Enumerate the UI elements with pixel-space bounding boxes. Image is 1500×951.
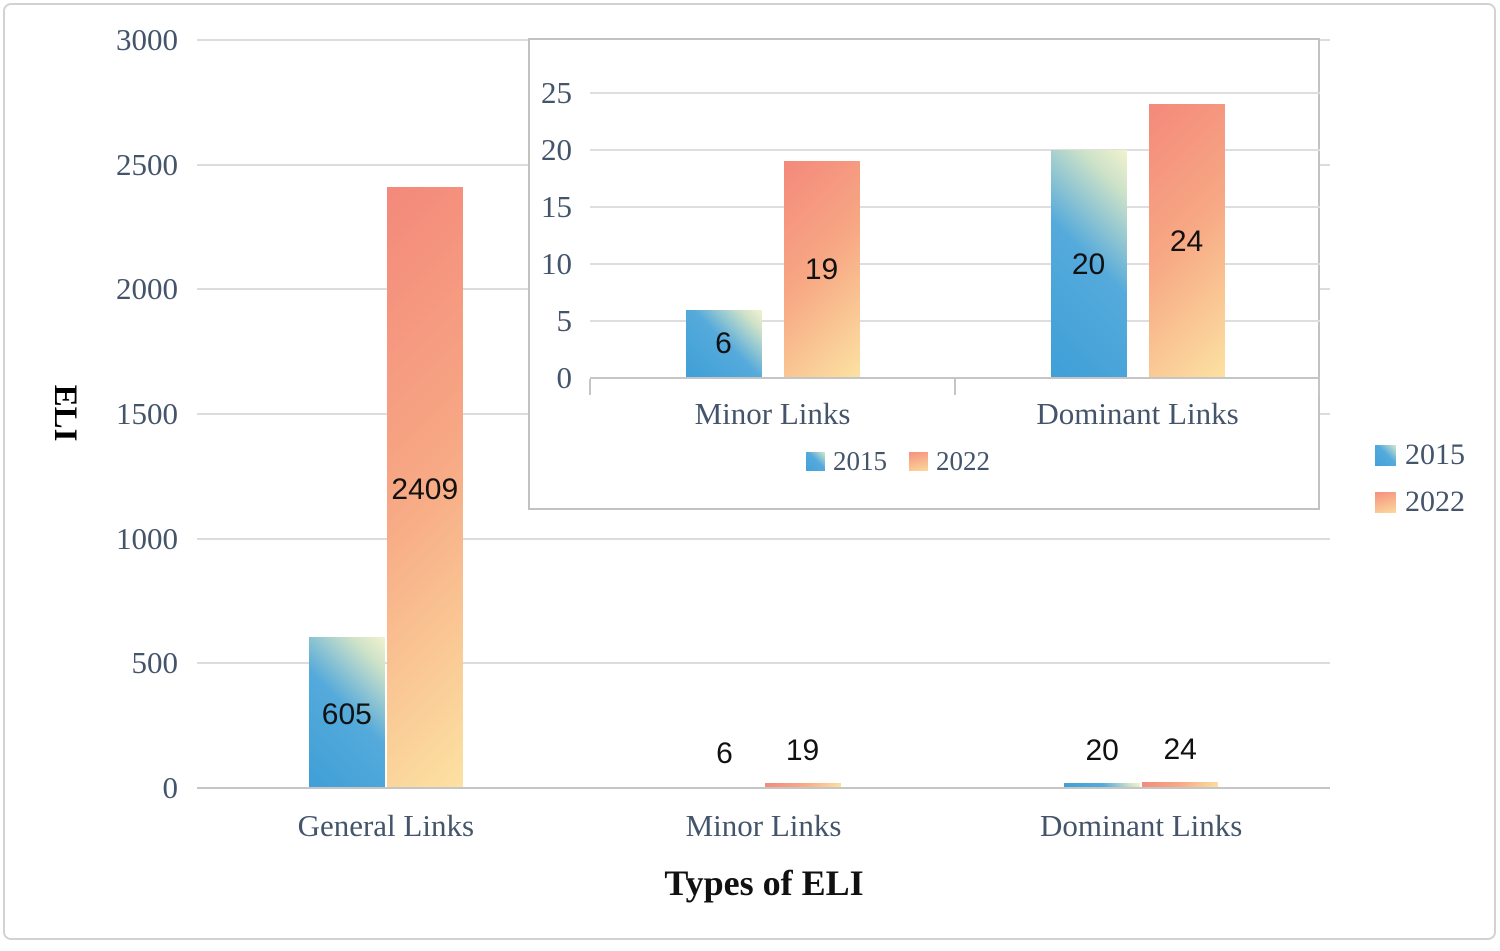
- inset-axis-tick-right: [1318, 379, 1320, 395]
- category-label-general-links: General Links: [297, 808, 475, 843]
- ytick-main-3000: 3000: [116, 22, 178, 57]
- ytick-main-1500: 1500: [116, 396, 178, 431]
- inset-axis-tick-left: [589, 379, 591, 395]
- main-legend: 2015 2022: [1375, 440, 1465, 534]
- inset-bar-2022-minor-links: [783, 161, 860, 378]
- main-legend-item-2022: 2022: [1375, 487, 1465, 517]
- inset-bar-2022-dominant-links: [1148, 104, 1225, 378]
- ytick-inset-20: 20: [541, 132, 572, 167]
- ytick-inset-5: 5: [556, 303, 573, 338]
- inset-data-label-2022-minor-links: 19: [804, 253, 839, 287]
- data-label-2015-general-links: 605: [321, 698, 372, 732]
- inset-legend-item-2022: 2022: [909, 446, 990, 476]
- ytick-main-2000: 2000: [116, 271, 178, 307]
- data-label-2015-minor-links: 6: [716, 737, 733, 770]
- x-axis-title: Types of ELI: [664, 863, 864, 903]
- ytick-main-2500: 2500: [116, 146, 178, 182]
- inset-bar-2015-minor-links: [685, 309, 762, 378]
- category-label-dominant-links: Dominant Links: [1040, 808, 1243, 843]
- main-legend-item-2015: 2015: [1375, 440, 1465, 470]
- legend-label-2015: 2015: [1405, 438, 1465, 471]
- main-x-axis-line: [197, 787, 1330, 789]
- data-label-2022-general-links: 2409: [391, 473, 459, 507]
- inset-category-label-minor-links: Minor Links: [694, 396, 851, 431]
- inset-data-label-2015-minor-links: 6: [715, 327, 732, 361]
- inset-x-axis-line: [590, 377, 1320, 379]
- bar-2022-dominant-links: [1142, 782, 1219, 788]
- inset-legend-swatch-2015: [806, 451, 825, 471]
- gridline-main-1000: [197, 537, 1330, 540]
- bar-2015-dominant-links: [1064, 783, 1141, 788]
- gridline-inset-10: [590, 263, 1320, 265]
- inset-legend-item-2015: 2015: [806, 446, 887, 476]
- inset-axis-tick-middle: [954, 379, 956, 395]
- ytick-main-0: 0: [162, 770, 179, 805]
- bar-2022-general-links: [386, 187, 463, 788]
- legend-swatch-2022: [1375, 491, 1396, 513]
- data-label-2015-dominant-links: 20: [1085, 733, 1119, 767]
- bar-2022-minor-links: [764, 783, 841, 788]
- legend-swatch-2015: [1375, 444, 1396, 466]
- gridline-inset-5: [590, 320, 1320, 322]
- inset-legend: 2015 2022: [806, 446, 990, 476]
- inset-legend-label-2015: 2015: [833, 446, 887, 476]
- ytick-inset-0: 0: [556, 360, 573, 395]
- category-label-minor-links: Minor Links: [685, 808, 842, 843]
- gridline-inset-25: [590, 92, 1320, 94]
- data-label-2022-minor-links: 19: [785, 733, 820, 767]
- inset-bar-2015-dominant-links: [1050, 150, 1127, 378]
- inset-data-label-2022-dominant-links: 24: [1169, 224, 1204, 258]
- inset-legend-swatch-2022: [909, 451, 928, 471]
- legend-label-2022: 2022: [1405, 485, 1465, 518]
- gridline-inset-20: [590, 149, 1320, 151]
- ytick-inset-25: 25: [541, 75, 572, 110]
- gridline-inset-15: [590, 206, 1320, 208]
- y-axis-title: ELI: [47, 384, 83, 442]
- gridline-main-500: [197, 662, 1330, 665]
- ytick-inset-15: 15: [541, 189, 572, 224]
- inset-legend-label-2022: 2022: [936, 446, 990, 476]
- ytick-main-500: 500: [131, 645, 179, 681]
- data-label-2022-dominant-links: 24: [1163, 732, 1197, 766]
- ytick-main-1000: 1000: [116, 520, 178, 556]
- inset-category-label-dominant-links: Dominant Links: [1036, 396, 1239, 431]
- bar-2015-general-links: [308, 637, 385, 788]
- inset-data-label-2015-dominant-links: 20: [1071, 247, 1106, 281]
- ytick-inset-10: 10: [541, 246, 572, 281]
